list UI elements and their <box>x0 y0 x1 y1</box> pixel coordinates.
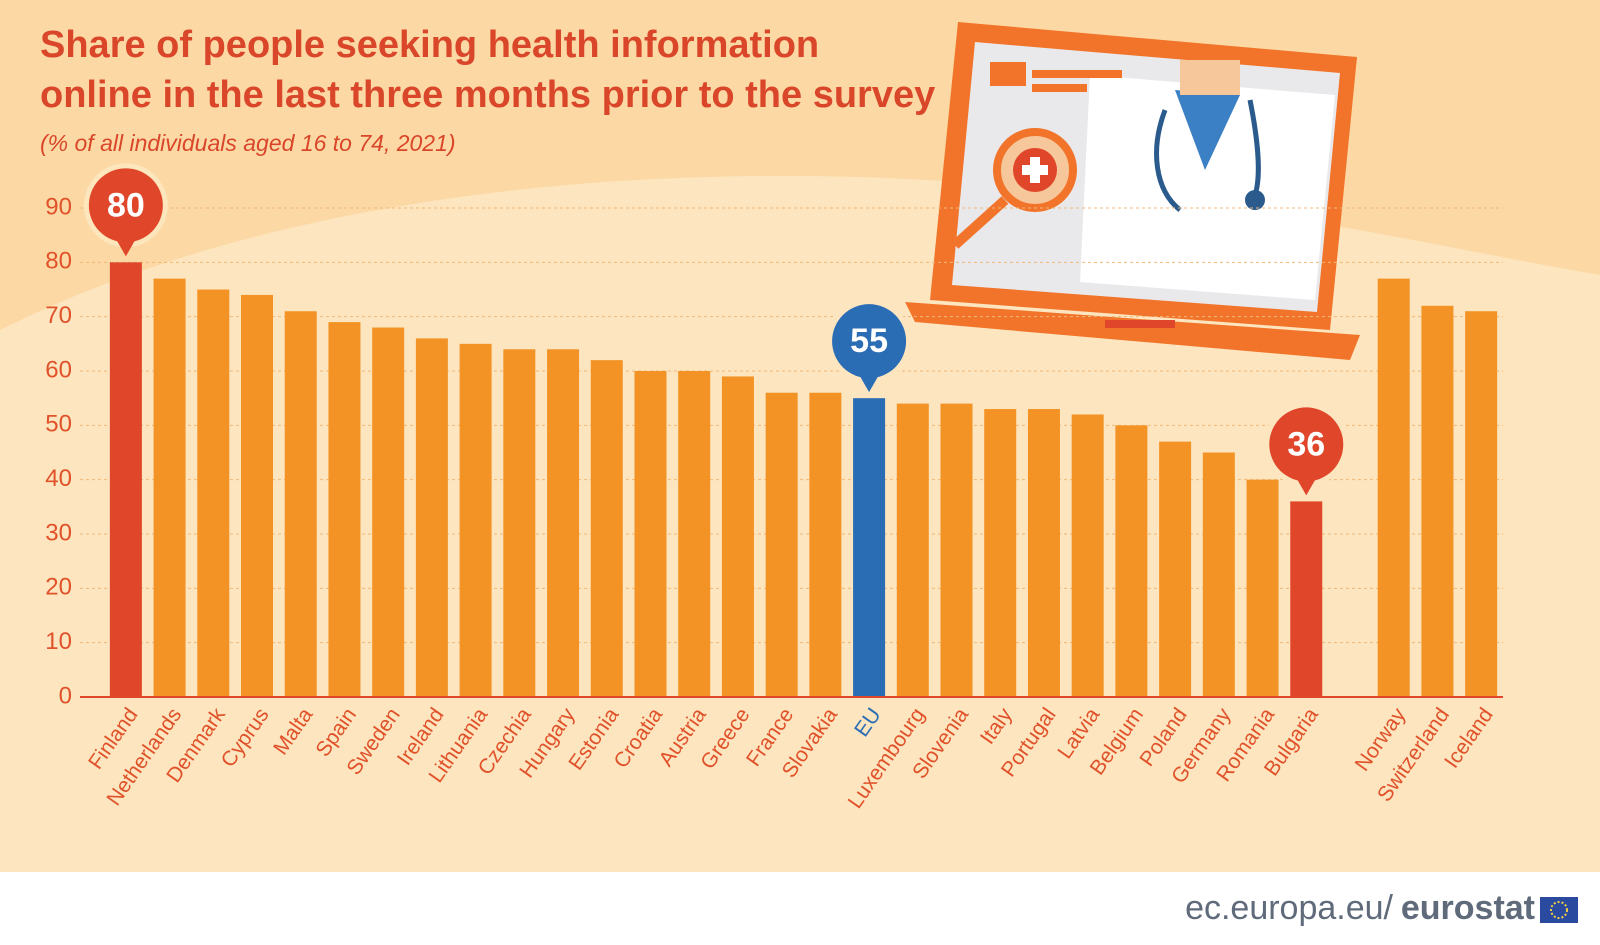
bar <box>372 327 405 697</box>
bar <box>1377 278 1410 697</box>
callout: 80 <box>83 163 168 257</box>
bar <box>896 403 929 697</box>
y-tick-label: 20 <box>45 574 72 601</box>
callout-bubble <box>88 168 163 243</box>
bar <box>1421 305 1454 697</box>
bar <box>984 409 1017 697</box>
y-tick-label: 50 <box>45 411 72 438</box>
bar <box>503 349 536 697</box>
laptop-illustration <box>905 22 1360 360</box>
callout-bubble <box>1269 407 1344 482</box>
bar <box>153 278 186 697</box>
bar <box>1071 414 1104 697</box>
chart-title: online in the last three months prior to… <box>40 74 935 116</box>
bar <box>328 322 361 697</box>
callout-bubble <box>832 304 907 379</box>
footer-brand: eurostat <box>1401 889 1535 927</box>
y-tick-label: 60 <box>45 356 72 383</box>
bar <box>940 403 973 697</box>
bar <box>1202 452 1235 697</box>
bar <box>634 371 667 697</box>
chart-subtitle: (% of all individuals aged 16 to 74, 202… <box>40 130 456 156</box>
bar <box>1246 479 1279 697</box>
bar <box>1115 425 1148 697</box>
bar <box>284 311 317 697</box>
bar <box>765 392 798 697</box>
y-tick-label: 30 <box>45 519 72 546</box>
y-tick-label: 90 <box>45 193 72 220</box>
y-tick-label: 0 <box>59 682 72 709</box>
bar <box>547 349 580 697</box>
bar <box>1027 409 1060 697</box>
y-tick-label: 40 <box>45 465 72 492</box>
bar <box>197 289 230 697</box>
bar <box>459 343 492 697</box>
bar <box>241 294 274 697</box>
eu-flag-stars <box>1550 901 1568 919</box>
bar <box>809 392 842 697</box>
bar <box>590 360 623 697</box>
y-tick-label: 70 <box>45 302 72 329</box>
data-label: 36 <box>1287 425 1325 463</box>
chart-title: Share of people seeking health informati… <box>40 24 819 66</box>
footer-site: ec.europa.eu/ <box>1185 889 1393 927</box>
data-label: 55 <box>850 322 888 360</box>
bar <box>1290 501 1323 697</box>
data-label: 80 <box>107 186 145 224</box>
bar <box>415 338 448 697</box>
y-tick-label: 10 <box>45 628 72 655</box>
callout: 55 <box>827 299 912 393</box>
y-tick-label: 80 <box>45 248 72 275</box>
bar <box>109 262 142 697</box>
bar <box>1465 311 1498 697</box>
bar <box>721 376 754 697</box>
callout: 36 <box>1264 402 1349 496</box>
eu-flag <box>1540 897 1578 923</box>
bar <box>678 371 711 697</box>
bar <box>853 398 886 697</box>
bar <box>1159 441 1192 697</box>
